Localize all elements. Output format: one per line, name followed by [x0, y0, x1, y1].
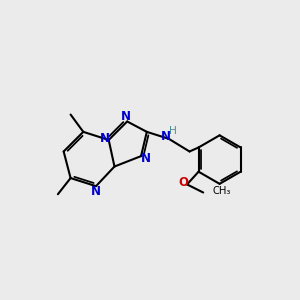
- Text: N: N: [161, 130, 171, 143]
- Text: N: N: [121, 110, 131, 123]
- Text: O: O: [178, 176, 189, 189]
- Text: N: N: [141, 152, 151, 165]
- Text: H: H: [169, 126, 177, 136]
- Text: CH₃: CH₃: [213, 186, 231, 196]
- Text: N: N: [91, 185, 101, 198]
- Text: N: N: [100, 132, 110, 145]
